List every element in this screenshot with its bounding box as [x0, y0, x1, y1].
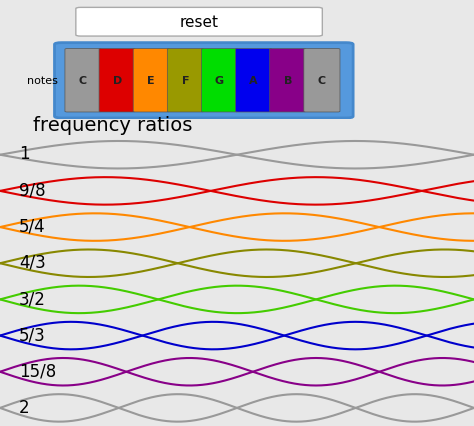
- Text: A: A: [249, 76, 258, 86]
- Text: 5/4: 5/4: [19, 217, 46, 235]
- Text: D: D: [112, 76, 122, 86]
- FancyBboxPatch shape: [76, 9, 322, 37]
- Text: 4/3: 4/3: [19, 253, 46, 271]
- FancyBboxPatch shape: [55, 43, 353, 119]
- FancyBboxPatch shape: [201, 49, 237, 113]
- Text: 2: 2: [19, 397, 29, 416]
- Text: C: C: [318, 76, 326, 86]
- FancyBboxPatch shape: [270, 49, 306, 113]
- FancyBboxPatch shape: [133, 49, 169, 113]
- Text: reset: reset: [180, 15, 219, 30]
- Text: 9/8: 9/8: [19, 181, 46, 199]
- Text: frequency ratios: frequency ratios: [33, 116, 192, 135]
- Text: C: C: [79, 76, 87, 86]
- Text: 1: 1: [19, 145, 29, 163]
- FancyBboxPatch shape: [236, 49, 272, 113]
- Text: F: F: [182, 76, 189, 86]
- Text: 15/8: 15/8: [19, 362, 56, 380]
- Text: E: E: [147, 76, 155, 86]
- FancyBboxPatch shape: [167, 49, 203, 113]
- FancyBboxPatch shape: [304, 49, 340, 113]
- FancyBboxPatch shape: [99, 49, 135, 113]
- Text: B: B: [283, 76, 292, 86]
- Text: 5/3: 5/3: [19, 325, 46, 343]
- Text: notes: notes: [27, 76, 58, 86]
- FancyBboxPatch shape: [65, 49, 101, 113]
- Text: G: G: [215, 76, 224, 86]
- Text: 3/2: 3/2: [19, 289, 46, 307]
